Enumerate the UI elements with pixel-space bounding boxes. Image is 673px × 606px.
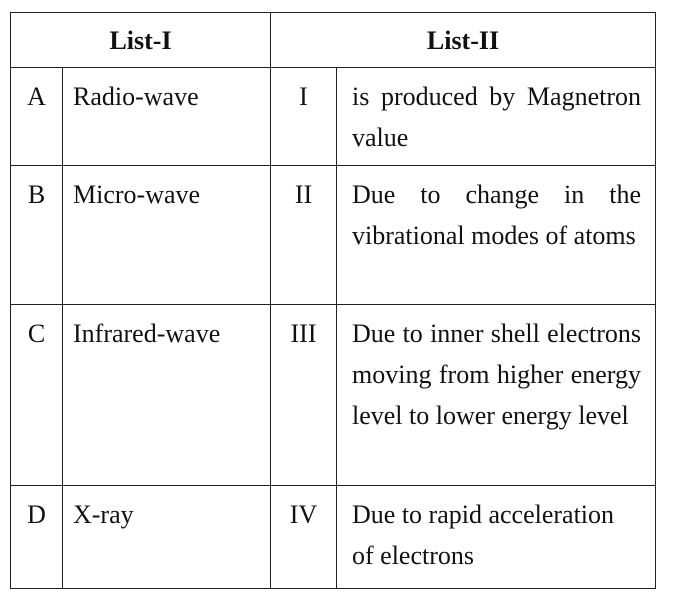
numeral: III [270, 304, 337, 486]
item: Micro-wave [62, 165, 271, 305]
description: Due to rapid acceleration of electrons [336, 485, 656, 589]
letter: A [10, 67, 63, 166]
numeral: IV [270, 485, 337, 589]
description: Due to change in the vibrational modes o… [336, 165, 656, 305]
match-table: List-I List-II A Radio-wave I is produce… [10, 12, 656, 589]
item: Infrared-wave [62, 304, 271, 486]
row: A Radio-wave I is produced by Magnetron … [10, 67, 656, 166]
letter: C [10, 304, 63, 486]
row: C Infrared-wave III Due to inner shell e… [10, 304, 656, 486]
letter: D [10, 485, 63, 589]
header-cell: List-II [270, 12, 656, 68]
row: B Micro-wave II Due to change in the vib… [10, 165, 656, 305]
letter: B [10, 165, 63, 305]
numeral: II [270, 165, 337, 305]
item: Radio-wave [62, 67, 271, 166]
header-cell: List-I [10, 12, 271, 68]
row: D X-ray IV Due to rapid acceleration of … [10, 485, 656, 589]
item: X-ray [62, 485, 271, 589]
numeral: I [270, 67, 337, 166]
description: Due to inner shell electrons moving from… [336, 304, 656, 486]
header-row: List-I List-II [10, 12, 656, 68]
description: is produced by Magnetron value [336, 67, 656, 166]
